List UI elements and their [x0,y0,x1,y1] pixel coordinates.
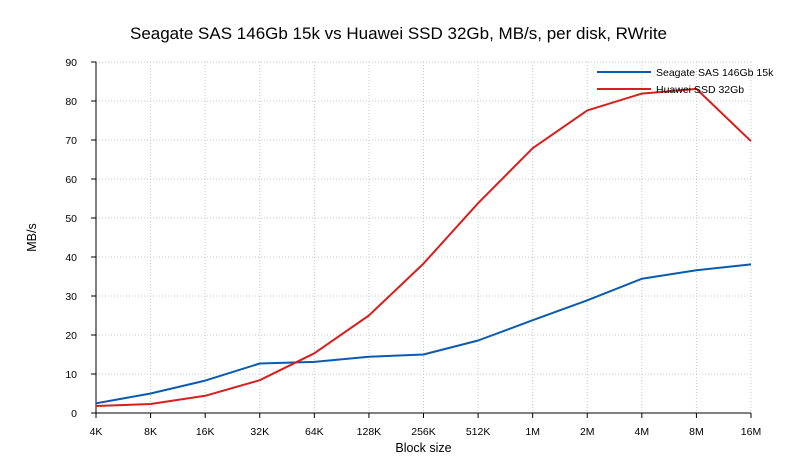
y-axis-ticks: 0 10 20 30 40 50 60 70 80 90 [65,57,96,420]
x-tick-label: 8K [144,426,157,438]
y-tick-label: 50 [65,213,77,225]
x-tick-label: 8M [689,426,704,438]
legend-label: Seagate SAS 146Gb 15k [656,67,774,79]
x-tick-label: 1M [525,426,540,438]
y-tick-label: 30 [65,291,77,303]
x-tick-label: 16M [741,426,761,438]
x-tick-label: 128K [357,426,382,438]
grid-lines [96,61,752,413]
y-tick-label: 40 [65,252,77,264]
y-tick-label: 90 [65,57,77,69]
legend: Seagate SAS 146Gb 15k Huawei SSD 32Gb [597,67,774,96]
series-lines [95,87,752,407]
axes [95,62,751,414]
y-tick-label: 60 [65,174,77,186]
x-axis-ticks: 4K 8K 16K 32K 64K 128K 256K 512K 1M 2M 4M 8M 16M [90,413,761,438]
y-tick-label: 70 [65,135,77,147]
series-line-huawei [95,87,752,407]
series-line-seagate [95,263,752,405]
x-tick-label: 4K [90,426,103,438]
y-tick-label: 80 [65,96,77,108]
y-axis-title: MB/s [25,223,39,251]
chart-title: Seagate SAS 146Gb 15k vs Huawei SSD 32Gb… [129,24,667,43]
legend-label: Huawei SSD 32Gb [656,84,744,96]
x-axis-title: Block size [395,441,451,455]
x-tick-label: 32K [250,426,269,438]
y-tick-label: 10 [65,369,77,381]
x-tick-label: 512K [466,426,491,438]
y-tick-label: 20 [65,330,77,342]
x-tick-label: 16K [196,426,215,438]
x-tick-label: 2M [580,426,595,438]
x-tick-label: 64K [305,426,324,438]
y-tick-label: 0 [71,408,77,420]
x-tick-label: 256K [411,426,436,438]
x-tick-label: 4M [635,426,650,438]
